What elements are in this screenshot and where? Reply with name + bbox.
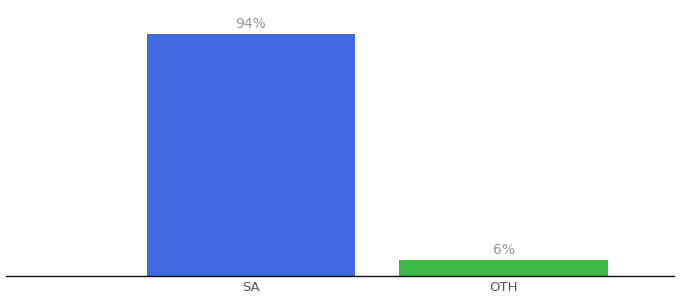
Text: 94%: 94%	[235, 17, 266, 31]
Text: 6%: 6%	[492, 243, 515, 257]
Bar	[399, 260, 607, 276]
Bar	[147, 34, 355, 276]
